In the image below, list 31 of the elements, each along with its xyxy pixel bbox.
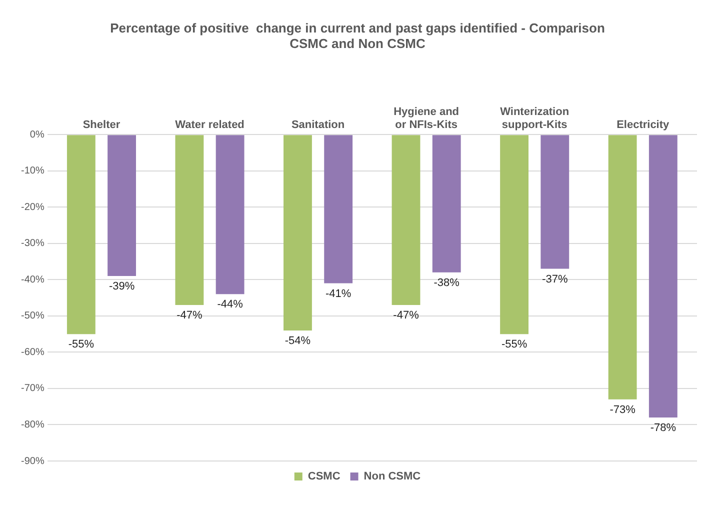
legend-label: Non CSMC (364, 470, 421, 483)
y-tick-label: -80% (20, 419, 44, 430)
data-label: -73% (610, 404, 636, 416)
y-tick-label: 0% (30, 129, 44, 140)
y-tick-label: -10% (20, 166, 44, 177)
data-label: -39% (108, 280, 135, 293)
x-tick-label: Sanitation (291, 119, 345, 132)
data-label: -38% (434, 276, 460, 289)
data-label: -78% (650, 422, 676, 434)
y-tick-label: -20% (20, 202, 44, 213)
data-label: -47% (393, 310, 420, 322)
chart-title: Percentage of positive change in current and past gaps identified - Comparison CSMC and Non CSMC (110, 20, 605, 51)
data-label: -37% (542, 273, 568, 286)
legend-label: CSMC (308, 470, 340, 483)
x-tick-label: Electricity (616, 119, 670, 132)
data-label: -44% (217, 298, 244, 311)
y-tick-label: -40% (20, 274, 44, 286)
y-tick-label: -60% (20, 346, 44, 358)
y-tick-label: -50% (20, 310, 44, 322)
data-label: -47% (176, 310, 203, 322)
y-tick-label: -70% (20, 383, 44, 394)
x-tick-label: Winterization support-Kits (500, 106, 570, 132)
y-tick-label: -90% (20, 456, 44, 467)
data-label: -55% (68, 338, 94, 351)
x-tick-label: Water related (175, 119, 244, 132)
x-tick-label: Hygiene and or NFIs-Kits (394, 106, 460, 132)
data-label: -54% (284, 334, 311, 347)
x-tick-label: Shelter (82, 119, 121, 132)
data-label: -41% (325, 288, 352, 300)
y-tick-label: -30% (20, 238, 44, 250)
data-label: -55% (501, 338, 528, 351)
